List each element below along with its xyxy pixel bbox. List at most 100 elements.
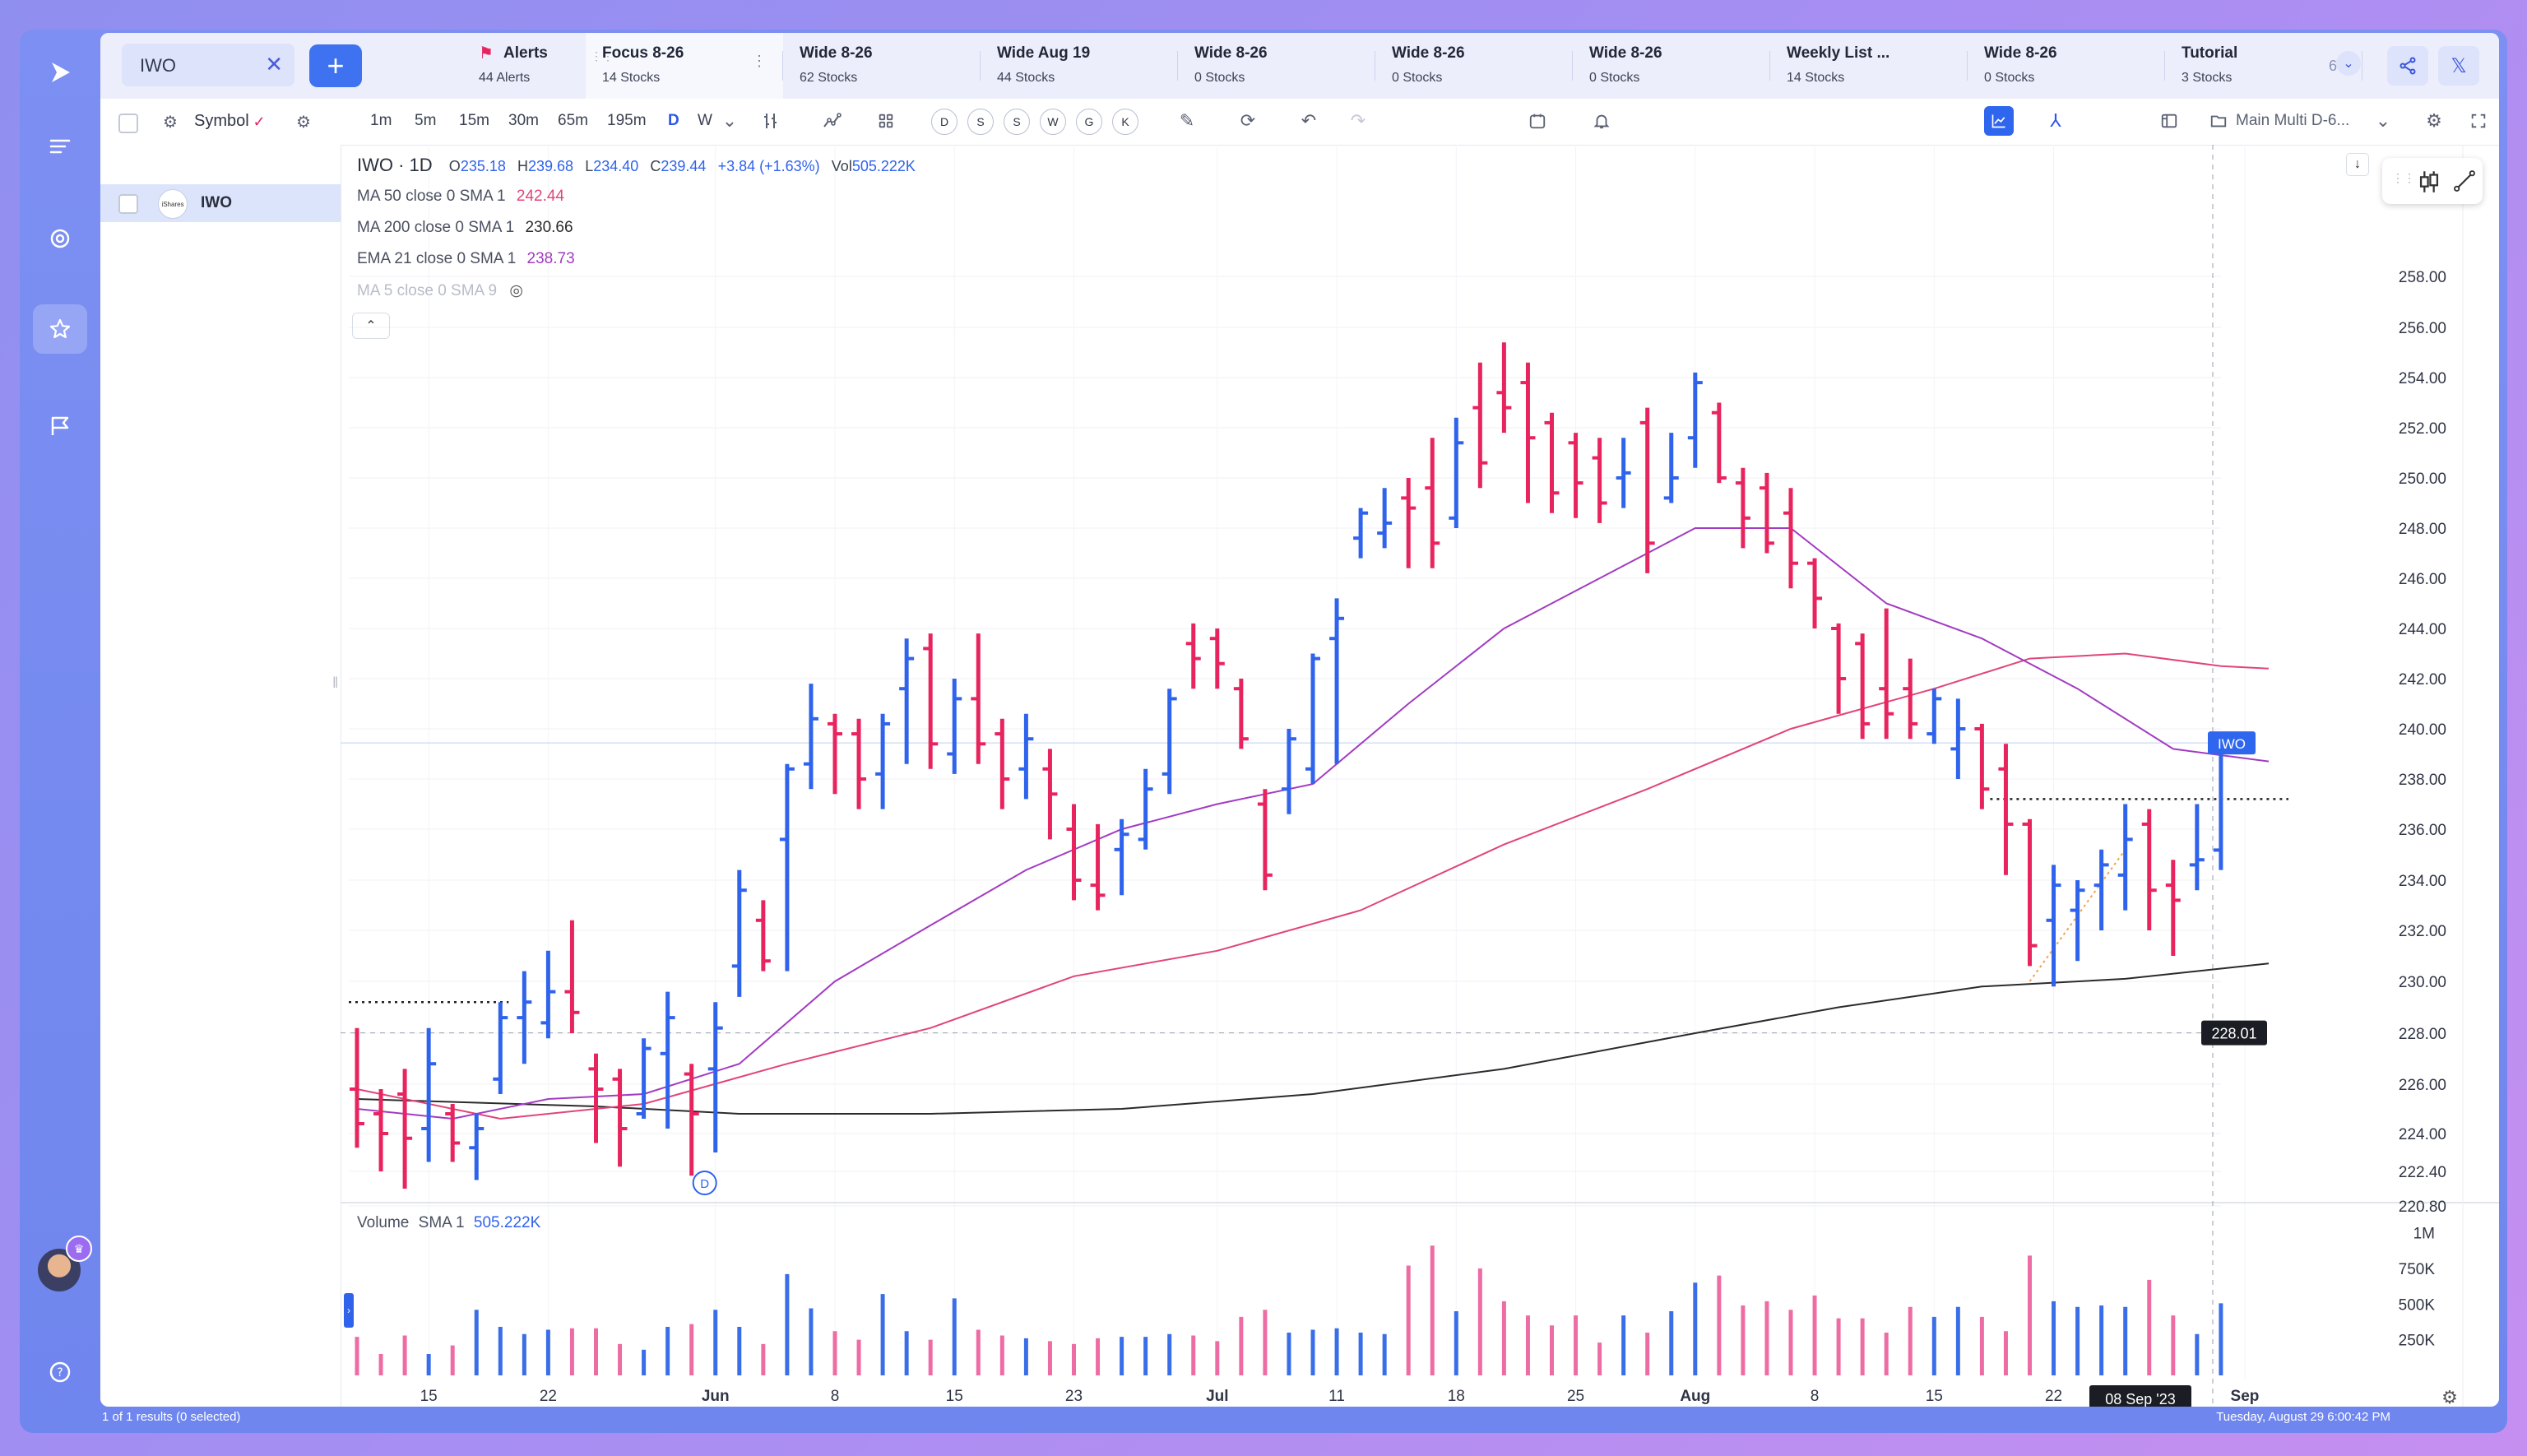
interval-5m[interactable]: 5m [415, 112, 437, 129]
flag-filter-k[interactable]: K [1112, 109, 1138, 135]
more-options-icon[interactable]: ⋮ [752, 53, 767, 69]
symbol-column-header[interactable]: Symbol [194, 112, 249, 130]
trendline-tool-icon[interactable] [2451, 168, 2478, 198]
crosshair-date-tag [2089, 1385, 2191, 1407]
symbol-search-value[interactable]: IWO [140, 55, 176, 76]
panel-resize-handle[interactable]: ‖ [332, 675, 339, 691]
collapse-legend-button[interactable]: ⌃ [352, 313, 390, 339]
tab-title: Weekly List ... [1787, 44, 1890, 62]
x-logo-icon[interactable]: 𝕏 [2438, 46, 2479, 86]
chart-area[interactable]: 220.80 222.40 224.00 226.00 228.00 230.00 232.… [341, 145, 2499, 1407]
interval-65m[interactable]: 65m [558, 112, 588, 129]
close-icon[interactable]: ✕ [265, 52, 283, 77]
flag-filter-w[interactable]: W [1040, 109, 1066, 135]
drag-handle-icon[interactable]: ⋮⋮ [591, 49, 614, 63]
indicator-ma200[interactable]: MA 200 close 0 SMA 1 230.66 [357, 219, 573, 237]
expand-panel-handle[interactable]: › [344, 1293, 354, 1328]
grid-layout-icon[interactable] [874, 109, 898, 133]
price-axis-label: 242.00 [2399, 671, 2446, 689]
bar-style-icon[interactable] [758, 109, 783, 133]
watchlist-row[interactable]: iShares IWO [100, 184, 341, 222]
watchlist-tab[interactable]: Wide 8-26 62 Stocks [783, 33, 981, 99]
help-icon[interactable]: ? [33, 1347, 87, 1397]
interval-30m[interactable]: 30m [508, 112, 539, 129]
flag-filter-g[interactable]: G [1076, 109, 1102, 135]
watchlist-tab[interactable]: ⚑ Alerts 44 Alerts [479, 33, 602, 99]
undo-icon[interactable]: ↶ [1301, 110, 1317, 131]
logo-icon[interactable] [33, 48, 87, 97]
volume-legend[interactable]: Volume SMA 1 505.222K [357, 1214, 540, 1232]
tab-subtitle: 44 Stocks [997, 71, 1055, 85]
flag-filter-s[interactable]: S [967, 109, 994, 135]
chevron-down-icon[interactable]: ⌄ [721, 110, 738, 131]
watchlist-tab[interactable]: Wide 8-26 0 Stocks [1375, 33, 1573, 99]
chevron-down-icon[interactable]: ⌄ [2375, 110, 2391, 131]
gear-icon[interactable]: ⚙ [296, 113, 311, 132]
watchlist-tab[interactable]: Wide 8-26 0 Stocks [1968, 33, 2165, 99]
tab-subtitle: 3 Stocks [2182, 71, 2233, 85]
flag-icon[interactable]: ✓ [253, 113, 266, 130]
gear-icon[interactable]: ⚙ [163, 113, 178, 132]
volume-axis-label: 750K [2399, 1261, 2436, 1278]
interval-1m[interactable]: 1m [370, 112, 392, 129]
layout-name[interactable]: Main Multi D-6... [2236, 112, 2350, 129]
drag-handle-icon[interactable]: ⋮⋮ [2392, 171, 2415, 184]
select-all-checkbox[interactable] [118, 114, 138, 133]
price-chart[interactable]: 220.80 222.40 224.00 226.00 228.00 230.00 232.… [341, 145, 2499, 1407]
watchlist-tab[interactable]: Wide Aug 19 44 Stocks [981, 33, 1178, 99]
time-axis-label: Sep [2231, 1388, 2260, 1405]
ema21-line [356, 527, 2270, 1120]
tab-separator [1177, 51, 1178, 81]
watchlist-tab[interactable]: Tutorial 3 Stocks [2165, 33, 2362, 99]
menu-lines-icon[interactable] [33, 122, 87, 171]
indicator-ma50[interactable]: MA 50 close 0 SMA 1 242.44 [357, 188, 564, 206]
flag-filter-d[interactable]: D [931, 109, 957, 135]
watchlist-tab[interactable]: Wide 8-26 0 Stocks [1573, 33, 1770, 99]
volume-value-top: 505.222K [851, 158, 916, 174]
row-checkbox[interactable] [118, 194, 138, 214]
target-icon[interactable] [33, 214, 87, 263]
flag-icon[interactable] [33, 401, 87, 451]
bell-icon[interactable] [1589, 109, 1614, 133]
interval-195m[interactable]: 195m [607, 112, 647, 129]
redo-icon[interactable]: ↷ [1350, 110, 1366, 131]
chevron-down-icon[interactable]: ⌄ [2336, 51, 2361, 76]
interval-d[interactable]: D [668, 112, 679, 129]
tab-separator [782, 51, 783, 81]
tab-subtitle: 0 Stocks [1194, 71, 1245, 85]
folder-icon[interactable] [2206, 109, 2231, 133]
indicator-ema21[interactable]: EMA 21 close 0 SMA 1 238.73 [357, 250, 575, 268]
watchlist-tab[interactable]: Wide 8-26 0 Stocks [1178, 33, 1375, 99]
pencil-icon[interactable]: ✎ [1179, 110, 1195, 131]
flag-filter-s[interactable]: S [1004, 109, 1030, 135]
dividend-event-marker[interactable] [692, 1171, 717, 1195]
calendar-icon[interactable] [1525, 109, 1550, 133]
interval-w[interactable]: W [698, 112, 712, 129]
share-icon[interactable] [2387, 46, 2428, 86]
interval-15m[interactable]: 15m [459, 112, 489, 129]
add-tab-button[interactable]: + [309, 44, 362, 87]
refresh-icon[interactable]: ⟳ [1240, 110, 1256, 131]
watchlist-tab[interactable]: ⋮⋮ ⋮ Focus 8-26 14 Stocks [586, 33, 783, 99]
scroll-down-icon[interactable]: ↓ [2346, 153, 2369, 176]
indicator-value: 230.66 [525, 219, 573, 236]
tab-subtitle: 44 Alerts [479, 71, 531, 85]
compare-icon[interactable]: ⅄ [2050, 110, 2061, 131]
symbol-search-box[interactable]: IWO ✕ [122, 44, 294, 86]
volume-axis-label: 500K [2399, 1296, 2436, 1314]
layout-icon[interactable] [2157, 109, 2182, 133]
left-sidebar: ♛ ? [20, 30, 100, 1433]
gear-icon[interactable]: ⚙ [2426, 110, 2442, 131]
line-chart-icon[interactable] [1984, 106, 2014, 136]
tab-subtitle: 62 Stocks [800, 71, 858, 85]
symbol-price-tag [2208, 731, 2256, 755]
star-icon[interactable] [33, 304, 87, 354]
indicators-icon[interactable] [819, 109, 844, 133]
gear-icon[interactable]: ⚙ [2441, 1388, 2458, 1407]
eye-hidden-icon[interactable]: ◎ [509, 282, 523, 299]
candle-tool-icon[interactable] [2415, 168, 2443, 200]
fullscreen-icon[interactable] [2466, 109, 2491, 133]
watchlist-tab[interactable]: Weekly List ... 14 Stocks [1770, 33, 1968, 99]
indicator-ma5[interactable]: MA 5 close 0 SMA 9 ◎ [357, 281, 523, 300]
tab-title: Wide 8-26 [1392, 44, 1465, 62]
